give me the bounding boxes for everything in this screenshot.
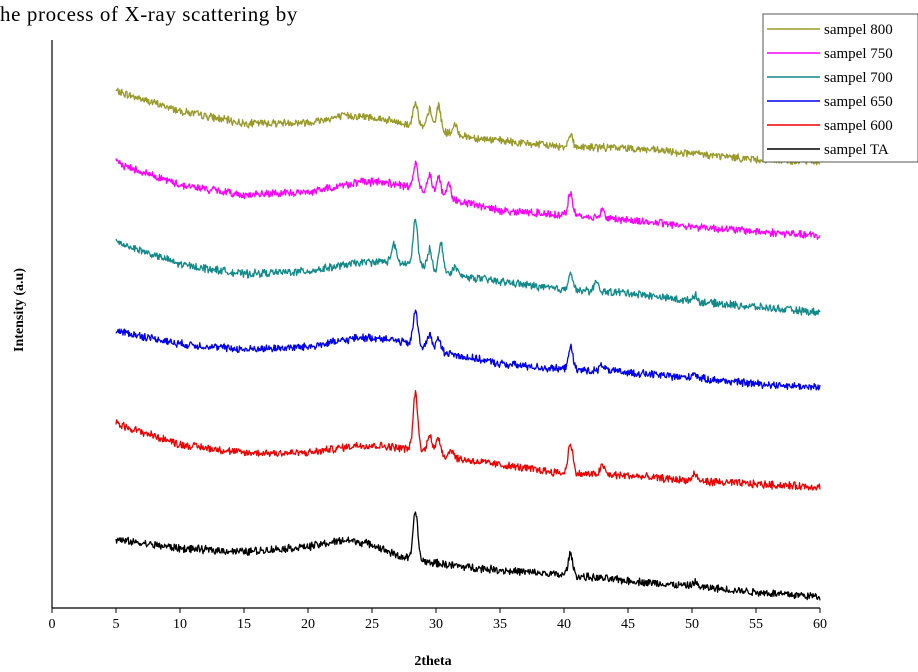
legend-label: sampel 750: [824, 46, 893, 62]
x-tick-label: 35: [493, 617, 507, 632]
x-tick-label: 15: [237, 617, 251, 632]
x-tick-label: 5: [113, 617, 120, 632]
legend: sampel 800 sampel 750 sampel 700 sampel 650…: [762, 13, 918, 163]
x-tick-label: 0: [49, 617, 56, 632]
series-line: [115, 511, 821, 601]
legend-label: sampel 650: [824, 94, 893, 110]
series-line: [115, 218, 821, 316]
series-layer: [115, 87, 821, 601]
legend-box: [762, 13, 918, 163]
x-tick-label: 20: [301, 617, 315, 632]
legend-label: sampel 700: [824, 70, 893, 86]
legend-label: sampel TA: [824, 142, 889, 158]
x-tick-label: 30: [429, 617, 443, 632]
legend-label: sampel 800: [824, 22, 893, 38]
x-tick-label: 45: [621, 617, 635, 632]
x-tick-label: 25: [365, 617, 379, 632]
x-tick-label: 40: [557, 617, 571, 632]
y-axis-label: Intensity (a.u): [12, 268, 27, 352]
x-ticks: 0 5 10 15 20 25 30 35 40 45 50 55 60: [49, 608, 827, 632]
x-tick-label: 60: [813, 617, 827, 632]
series-line: [115, 158, 821, 240]
series-line: [115, 389, 821, 491]
legend-label: sampel 600: [824, 118, 893, 134]
series-line: [115, 309, 821, 391]
x-tick-label: 55: [749, 617, 763, 632]
caption-fragment: he process of X-ray scattering by: [0, 2, 298, 26]
x-tick-label: 10: [173, 617, 187, 632]
series-line: [115, 87, 821, 166]
x-tick-label: 50: [685, 617, 699, 632]
x-axis-label: 2theta: [414, 654, 451, 669]
